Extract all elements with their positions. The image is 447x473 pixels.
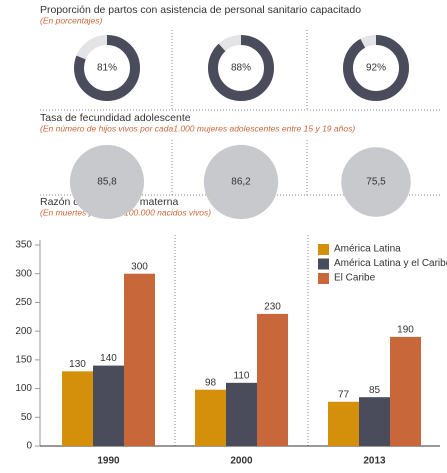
- donut-title: Proporción de partos con asistencia de p…: [40, 4, 361, 16]
- value-label: 85,8: [97, 177, 117, 188]
- value-label: 88%: [231, 63, 251, 74]
- legend-swatch: [318, 244, 329, 255]
- x-tick-label: 2000: [230, 456, 253, 467]
- data-label: 130: [69, 359, 86, 370]
- bar: [124, 273, 155, 446]
- legend-swatch: [318, 273, 329, 284]
- bubble: [203, 144, 279, 220]
- y-tick-label: 150: [15, 354, 32, 365]
- donut-arc: [208, 35, 274, 101]
- y-tick-label: 350: [15, 240, 32, 251]
- data-label: 110: [234, 370, 250, 381]
- legend-label: América Latina: [334, 244, 401, 255]
- value-label: 81%: [97, 63, 117, 74]
- legend-swatch: [318, 258, 329, 270]
- bubble: [69, 144, 145, 220]
- bar: [62, 371, 93, 446]
- bar: [195, 389, 226, 446]
- y-tick-label: 100: [15, 383, 32, 394]
- bar: [93, 365, 124, 446]
- value-label: 75,5: [366, 177, 386, 188]
- bar: [328, 401, 359, 446]
- bubble-title: Tasa de fecundidad adolescente: [40, 112, 191, 124]
- x-tick-label: 2013: [363, 456, 386, 467]
- data-label: 77: [338, 389, 350, 400]
- bubble: [341, 147, 411, 217]
- bubble-subtitle: (En número de hijos vivos por cada1.000 …: [40, 123, 355, 133]
- value-label: 86,2: [231, 177, 251, 188]
- y-tick-label: 200: [15, 326, 32, 337]
- data-label: 140: [100, 353, 117, 364]
- legend-label: El Caribe: [334, 273, 376, 284]
- data-label: 98: [205, 377, 217, 388]
- y-tick-label: 50: [21, 412, 33, 423]
- bar: [359, 397, 390, 446]
- x-tick-label: 1990: [97, 456, 120, 467]
- legend-label: América Latina y el Caribe: [334, 258, 447, 269]
- bar: [257, 313, 288, 446]
- y-tick-label: 250: [15, 297, 32, 308]
- y-tick-label: 300: [15, 268, 32, 279]
- value-label: 92%: [366, 63, 386, 74]
- data-label: 190: [397, 325, 414, 336]
- donut-arc: [74, 35, 140, 101]
- data-label: 300: [131, 261, 148, 272]
- bar: [390, 336, 421, 446]
- data-label: 85: [369, 385, 381, 396]
- y-tick-label: 0: [26, 441, 32, 452]
- bar: [226, 382, 257, 446]
- data-label: 230: [264, 302, 281, 313]
- donut-arc: [343, 35, 409, 101]
- donut-subtitle: (En porcentajes): [40, 15, 103, 25]
